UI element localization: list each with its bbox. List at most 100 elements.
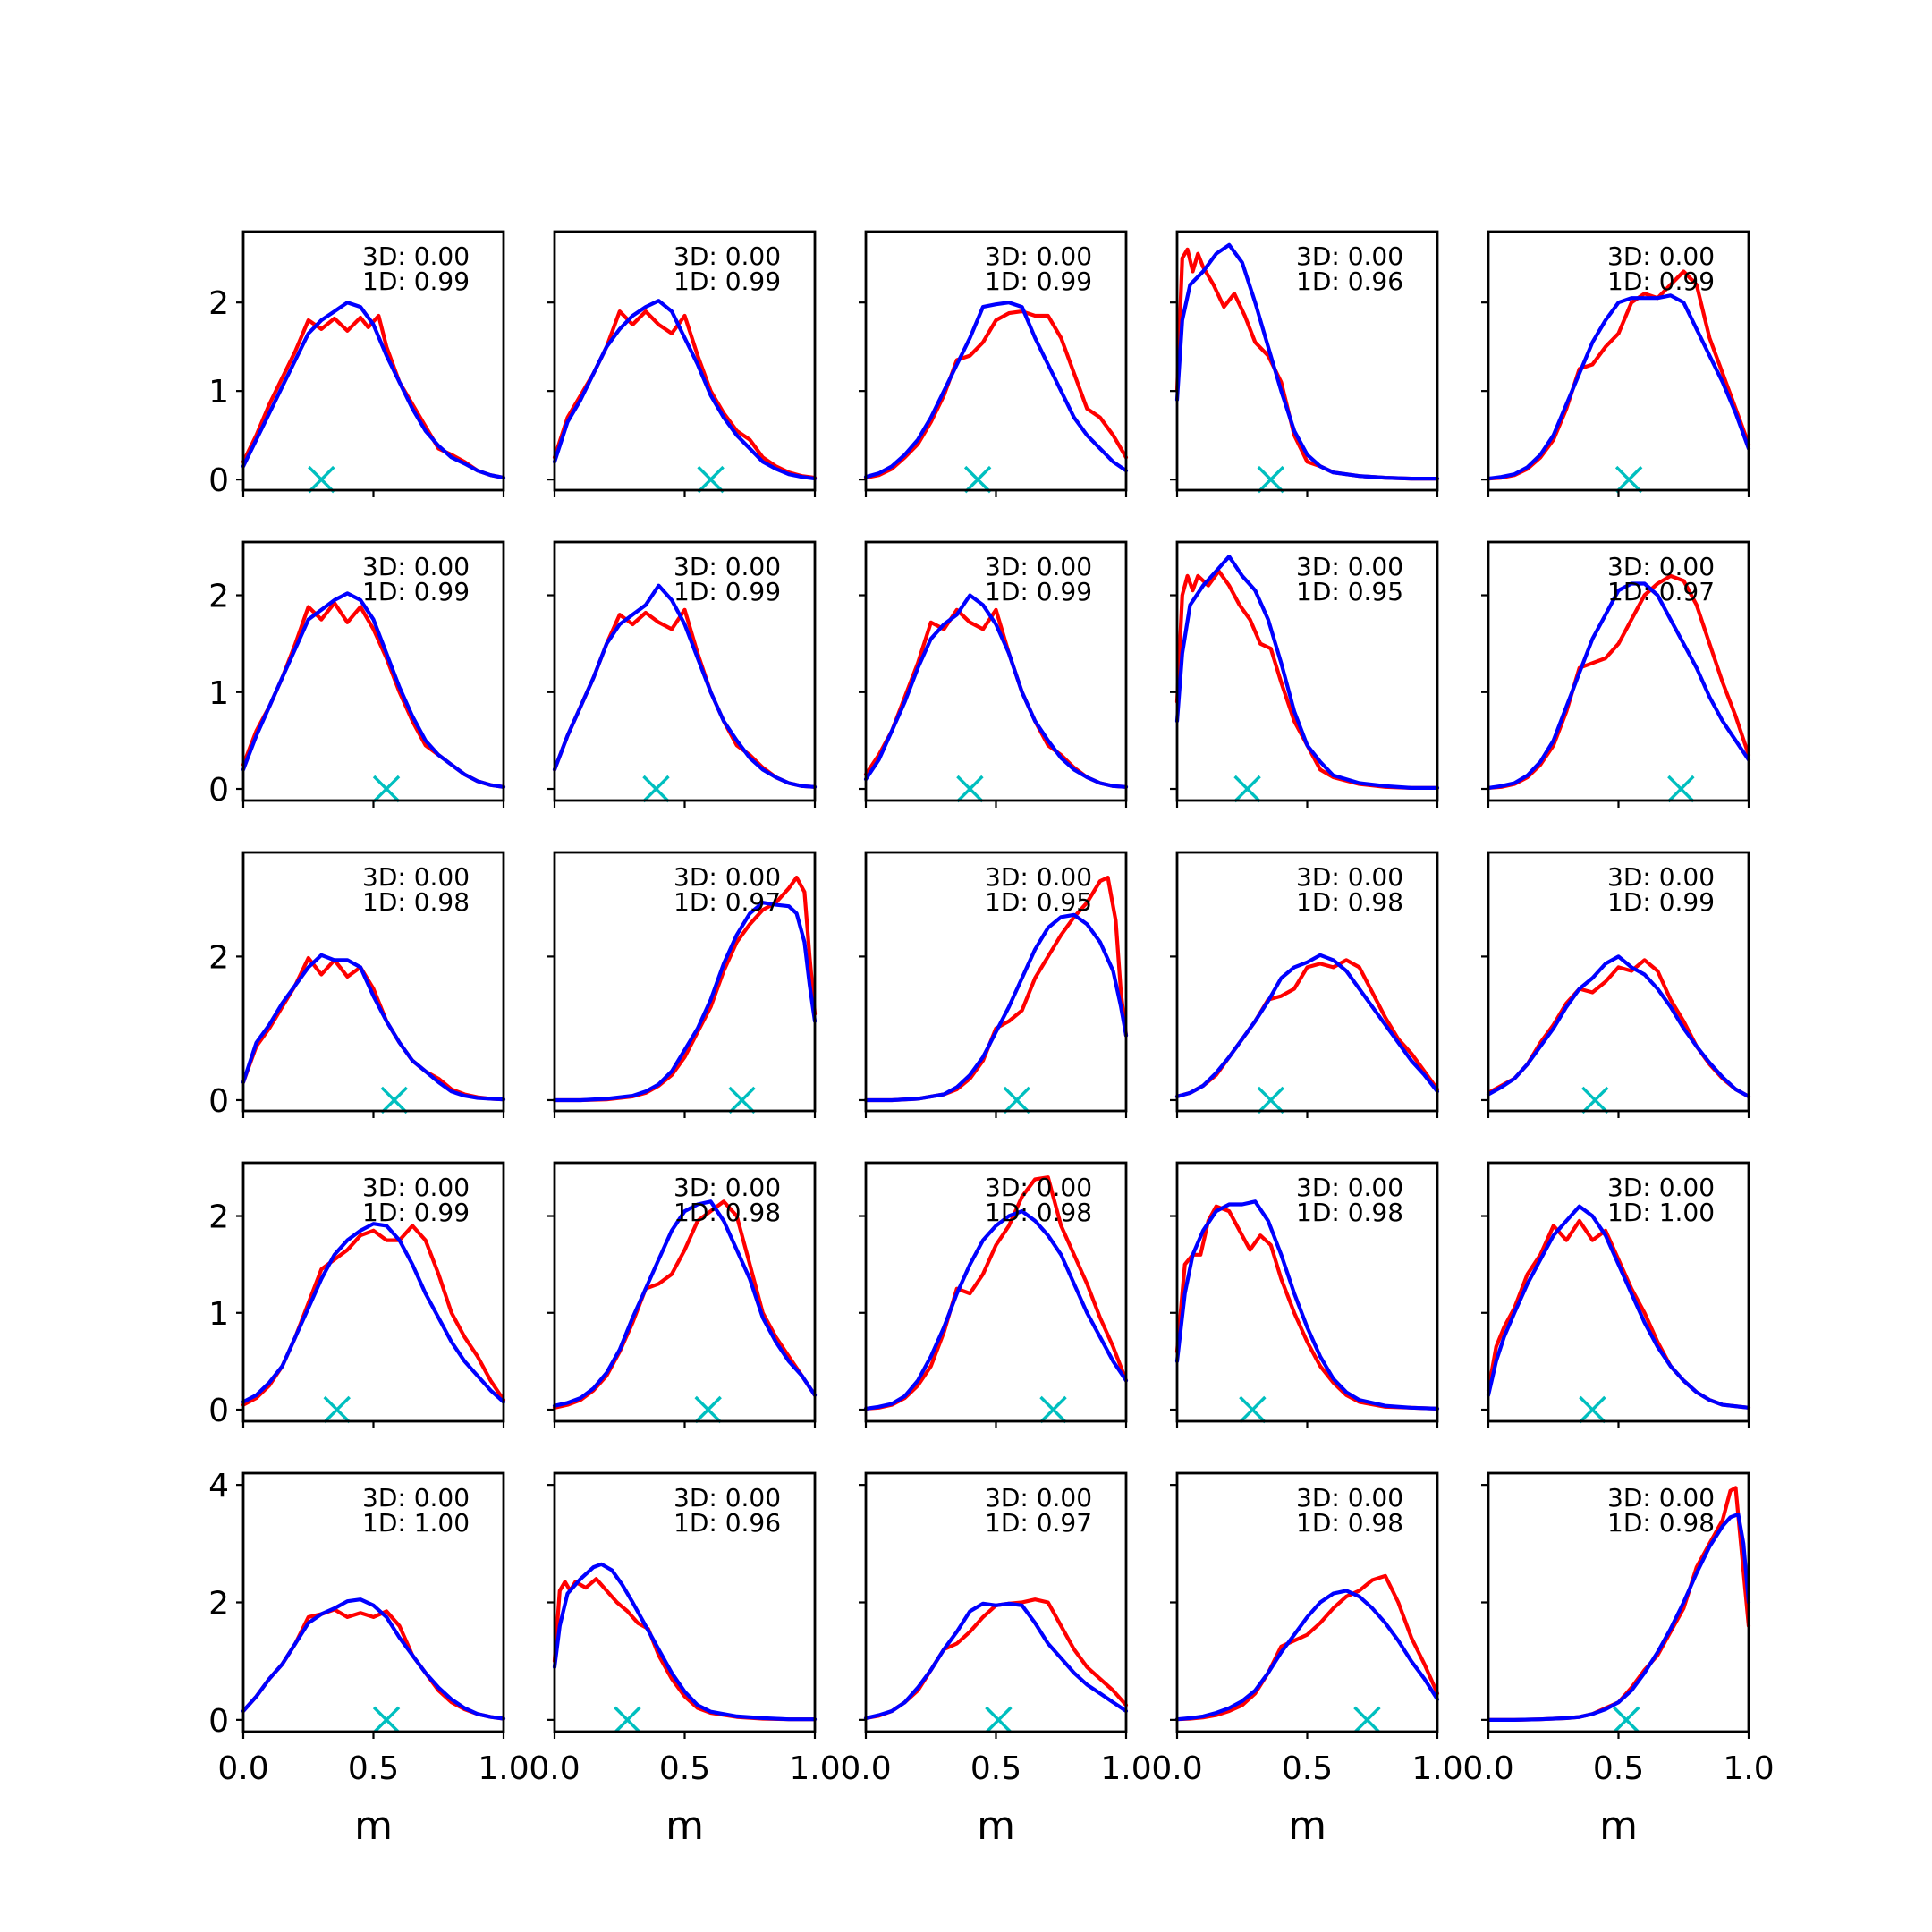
score-annotation: 1D: 0.96 bbox=[1296, 267, 1403, 296]
x-tick-label: 0.5 bbox=[348, 1750, 399, 1787]
score-annotation: 3D: 0.00 bbox=[1607, 862, 1715, 892]
x-tick-label: 1.0 bbox=[1723, 1750, 1774, 1787]
cross-marker bbox=[1613, 1706, 1640, 1734]
score-annotation: 3D: 0.00 bbox=[1296, 552, 1403, 581]
blue-series-line bbox=[863, 1209, 1129, 1411]
x-tick-label: 1.0 bbox=[1411, 1750, 1462, 1787]
blue-series-line bbox=[1486, 954, 1751, 1098]
blue-series-line bbox=[1174, 1199, 1440, 1411]
blue-series-line bbox=[1486, 1512, 1751, 1722]
cross-marker bbox=[380, 1086, 408, 1114]
score-annotation: 3D: 0.00 bbox=[1296, 242, 1403, 271]
cross-marker bbox=[694, 1395, 722, 1424]
score-annotation: 3D: 0.00 bbox=[1607, 1173, 1715, 1202]
y-tick-label: 2 bbox=[208, 1586, 229, 1623]
score-annotation: 1D: 0.99 bbox=[362, 577, 470, 606]
score-annotation: 3D: 0.00 bbox=[985, 1483, 1092, 1513]
score-annotation: 3D: 0.00 bbox=[1296, 1173, 1403, 1202]
blue-series-line bbox=[552, 583, 818, 789]
cross-marker bbox=[372, 775, 401, 803]
cross-marker bbox=[963, 465, 992, 494]
x-tick-label: 1.0 bbox=[789, 1750, 840, 1787]
y-tick-label: 0 bbox=[208, 462, 229, 499]
blue-series-line bbox=[552, 1199, 818, 1408]
blue-series-line bbox=[1174, 555, 1440, 790]
y-tick-label: 1 bbox=[208, 374, 229, 411]
cross-marker bbox=[1353, 1706, 1381, 1734]
blue-series-line bbox=[1174, 953, 1440, 1098]
score-annotation: 3D: 0.00 bbox=[674, 862, 781, 892]
x-tick-label: 0.0 bbox=[1462, 1750, 1513, 1787]
cross-marker bbox=[323, 1395, 351, 1424]
score-annotation: 1D: 1.00 bbox=[1607, 1198, 1715, 1227]
score-annotation: 1D: 0.97 bbox=[985, 1508, 1092, 1538]
score-annotation: 3D: 0.00 bbox=[362, 862, 470, 892]
cross-marker bbox=[308, 465, 335, 494]
score-annotation: 3D: 0.00 bbox=[674, 1173, 781, 1202]
blue-series-line bbox=[552, 1562, 818, 1722]
blue-series-line bbox=[1174, 242, 1440, 481]
y-tick-label: 4 bbox=[208, 1468, 229, 1504]
cross-marker bbox=[1579, 1395, 1606, 1424]
cross-marker bbox=[1233, 775, 1261, 803]
blue-series-line bbox=[1174, 1589, 1440, 1722]
score-annotation: 1D: 0.99 bbox=[362, 1198, 470, 1227]
x-tick-label: 0.0 bbox=[529, 1750, 580, 1787]
score-annotation: 1D: 0.97 bbox=[1607, 577, 1715, 606]
score-annotation: 1D: 0.98 bbox=[1296, 1198, 1403, 1227]
score-annotation: 1D: 0.99 bbox=[1607, 267, 1715, 296]
score-annotation: 1D: 0.99 bbox=[362, 267, 470, 296]
score-annotation: 1D: 0.98 bbox=[674, 1198, 781, 1227]
y-tick-label: 2 bbox=[208, 285, 229, 322]
y-tick-label: 1 bbox=[208, 675, 229, 712]
x-axis-label: m bbox=[1288, 1803, 1326, 1849]
score-annotation: 1D: 0.99 bbox=[985, 267, 1092, 296]
x-tick-label: 0.5 bbox=[659, 1750, 710, 1787]
cross-marker bbox=[697, 465, 724, 494]
x-tick-label: 0.5 bbox=[970, 1750, 1021, 1787]
score-annotation: 3D: 0.00 bbox=[1607, 242, 1715, 271]
red-series-line bbox=[241, 1224, 506, 1407]
y-tick-label: 0 bbox=[208, 772, 229, 809]
blue-series-line bbox=[241, 1222, 506, 1404]
x-tick-label: 0.0 bbox=[840, 1750, 891, 1787]
score-annotation: 3D: 0.00 bbox=[1607, 1483, 1715, 1513]
x-axis-label: m bbox=[1599, 1803, 1638, 1849]
blue-series-line bbox=[241, 1597, 506, 1721]
red-series-line bbox=[241, 313, 506, 480]
score-annotation: 1D: 0.98 bbox=[1296, 887, 1403, 917]
red-series-line bbox=[1174, 958, 1440, 1098]
red-series-line bbox=[552, 1199, 818, 1410]
cross-marker bbox=[956, 775, 984, 803]
score-annotation: 1D: 0.98 bbox=[985, 1198, 1092, 1227]
score-annotation: 1D: 0.98 bbox=[1296, 1508, 1403, 1538]
score-annotation: 3D: 0.00 bbox=[1296, 862, 1403, 892]
cross-marker bbox=[1003, 1086, 1030, 1114]
blue-series-line bbox=[863, 912, 1129, 1103]
cross-marker bbox=[728, 1086, 756, 1114]
score-annotation: 3D: 0.00 bbox=[985, 242, 1092, 271]
score-annotation: 3D: 0.00 bbox=[362, 552, 470, 581]
red-series-line bbox=[552, 1577, 818, 1722]
red-series-line bbox=[1174, 1204, 1440, 1411]
cross-marker bbox=[1257, 465, 1284, 494]
cross-marker bbox=[372, 1706, 401, 1734]
red-series-line bbox=[1486, 573, 1751, 790]
